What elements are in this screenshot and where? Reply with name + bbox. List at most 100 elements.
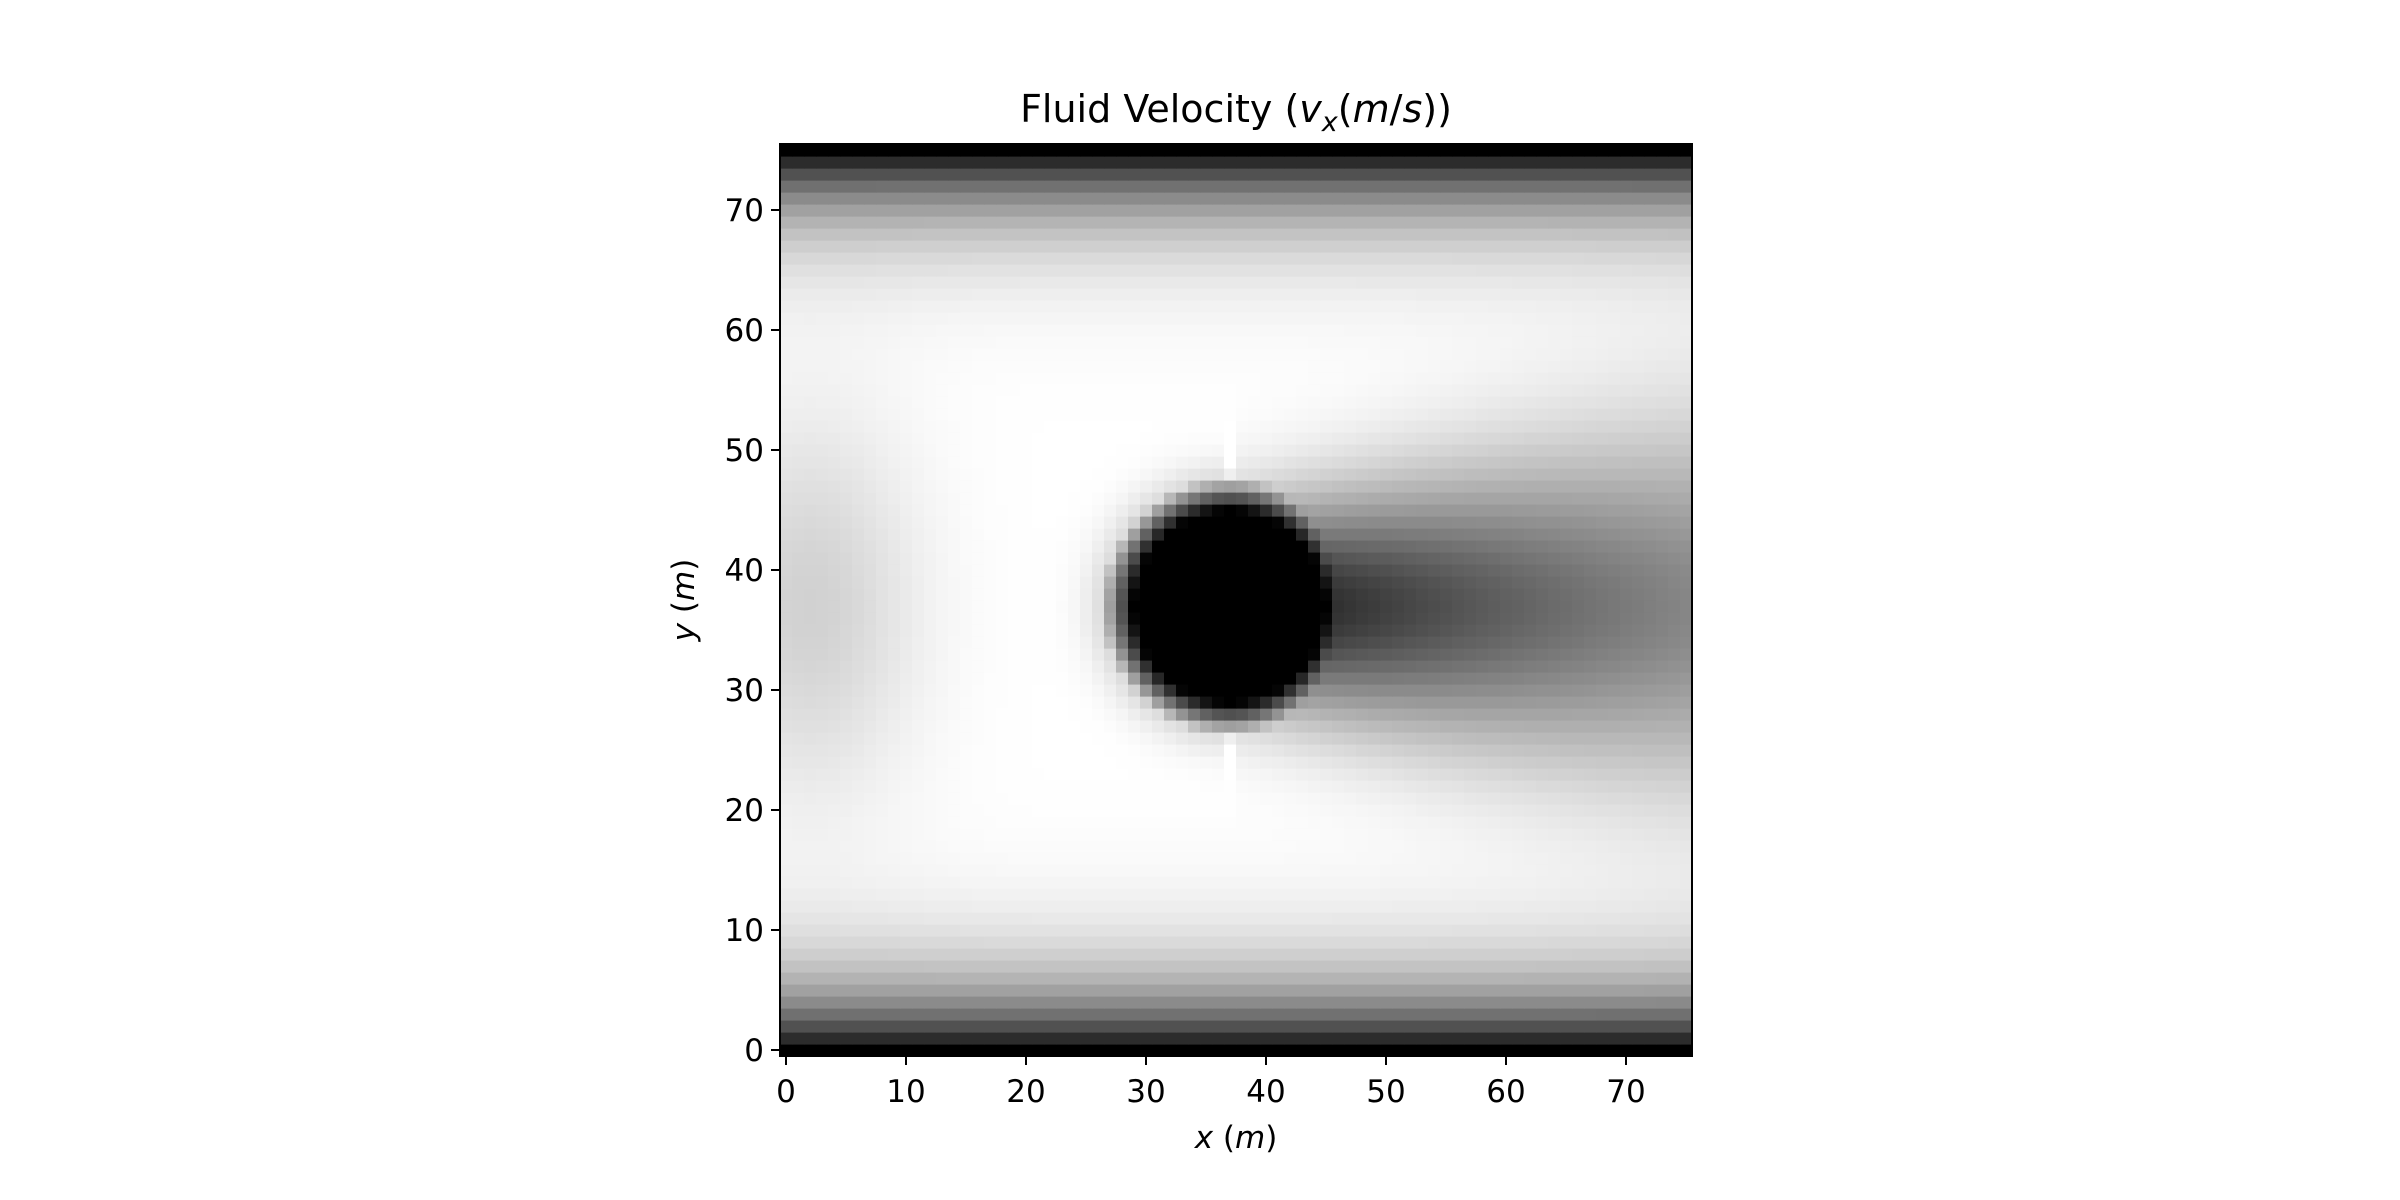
- heatmap-cell: [1320, 552, 1333, 565]
- heatmap-cell: [1644, 516, 1657, 529]
- heatmap-cell: [1068, 912, 1081, 925]
- heatmap-cell: [1548, 948, 1561, 961]
- heatmap-cell: [1656, 576, 1669, 589]
- heatmap-cell: [1152, 1008, 1165, 1021]
- heatmap-cell: [1380, 672, 1393, 685]
- heatmap-cell: [1572, 348, 1585, 361]
- heatmap-cell: [1680, 408, 1693, 421]
- heatmap-cell: [840, 948, 853, 961]
- heatmap-cell: [948, 960, 961, 973]
- heatmap-cell: [1560, 444, 1573, 457]
- heatmap-cell: [1356, 864, 1369, 877]
- heatmap-cell: [1008, 996, 1021, 1009]
- heatmap-cell: [900, 456, 913, 469]
- heatmap-cell: [816, 864, 829, 877]
- heatmap-cell: [1368, 924, 1381, 937]
- heatmap-cell: [972, 924, 985, 937]
- heatmap-cell: [1056, 648, 1069, 661]
- heatmap-cell: [840, 564, 853, 577]
- heatmap-cell: [1236, 396, 1249, 409]
- heatmap-cell: [1128, 300, 1141, 313]
- heatmap-cell: [1224, 888, 1237, 901]
- heatmap-cell: [1248, 708, 1261, 721]
- heatmap-cell: [1188, 552, 1201, 565]
- heatmap-cell: [1284, 924, 1297, 937]
- heatmap-cell: [1488, 564, 1501, 577]
- heatmap-cell: [780, 288, 793, 301]
- heatmap-cell: [972, 696, 985, 709]
- heatmap-cell: [1296, 300, 1309, 313]
- heatmap-cell: [960, 840, 973, 853]
- heatmap-cell: [1200, 672, 1213, 685]
- heatmap-cell: [1452, 948, 1465, 961]
- heatmap-cell: [1284, 600, 1297, 613]
- heatmap-cell: [1296, 528, 1309, 541]
- heatmap-cell: [984, 456, 997, 469]
- heatmap-cell: [1404, 432, 1417, 445]
- heatmap-cell: [816, 480, 829, 493]
- heatmap-cell: [1464, 1044, 1477, 1057]
- heatmap-cell: [972, 516, 985, 529]
- heatmap-cell: [1548, 444, 1561, 457]
- heatmap-cell: [948, 372, 961, 385]
- heatmap-cell: [1176, 720, 1189, 733]
- heatmap-cell: [1188, 636, 1201, 649]
- heatmap-cell: [924, 792, 937, 805]
- heatmap-cell: [1476, 996, 1489, 1009]
- heatmap-cell: [1044, 408, 1057, 421]
- heatmap-cell: [1512, 540, 1525, 553]
- heatmap-cell: [1080, 468, 1093, 481]
- heatmap-cell: [1668, 336, 1681, 349]
- heatmap-cell: [1200, 876, 1213, 889]
- heatmap-cell: [1008, 360, 1021, 373]
- heatmap-cell: [1356, 588, 1369, 601]
- heatmap-cell: [900, 624, 913, 637]
- heatmap-cell: [1584, 276, 1597, 289]
- heatmap-cell: [1680, 312, 1693, 325]
- heatmap-cell: [816, 456, 829, 469]
- heatmap-cell: [1512, 1020, 1525, 1033]
- heatmap-cell: [1680, 684, 1693, 697]
- heatmap-cell: [816, 924, 829, 937]
- heatmap-cell: [1428, 600, 1441, 613]
- heatmap-cell: [1188, 756, 1201, 769]
- heatmap-cell: [1308, 360, 1321, 373]
- heatmap-cell: [876, 1044, 889, 1057]
- heatmap-cell: [1296, 744, 1309, 757]
- heatmap-cell: [1056, 468, 1069, 481]
- heatmap-cell: [1608, 912, 1621, 925]
- heatmap-cell: [1524, 456, 1537, 469]
- heatmap-cell: [1488, 864, 1501, 877]
- heatmap-cell: [1476, 960, 1489, 973]
- heatmap-cell: [1452, 396, 1465, 409]
- heatmap-cell: [1164, 276, 1177, 289]
- heatmap-cell: [1644, 444, 1657, 457]
- heatmap-cell: [900, 468, 913, 481]
- heatmap-cell: [1644, 1032, 1657, 1045]
- heatmap-cell: [1116, 876, 1129, 889]
- heatmap-cell: [1464, 348, 1477, 361]
- heatmap-cell: [1116, 504, 1129, 517]
- heatmap-cell: [1284, 780, 1297, 793]
- heatmap-cell: [852, 876, 865, 889]
- heatmap-cell: [1212, 792, 1225, 805]
- heatmap-cell: [1260, 648, 1273, 661]
- heatmap-cell: [1644, 312, 1657, 325]
- heatmap-cell: [960, 516, 973, 529]
- heatmap-cell: [840, 1008, 853, 1021]
- heatmap-cell: [804, 420, 817, 433]
- heatmap-cell: [1260, 948, 1273, 961]
- heatmap-cell: [996, 408, 1009, 421]
- heatmap-cell: [1020, 492, 1033, 505]
- heatmap-cell: [996, 684, 1009, 697]
- heatmap-cell: [1008, 468, 1021, 481]
- heatmap-cell: [1524, 672, 1537, 685]
- heatmap-cell: [1296, 780, 1309, 793]
- heatmap-cell: [1164, 384, 1177, 397]
- heatmap-cell: [888, 264, 901, 277]
- heatmap-cell: [1104, 612, 1117, 625]
- heatmap-cell: [1164, 876, 1177, 889]
- heatmap-cell: [1392, 1044, 1405, 1057]
- heatmap-cell: [1116, 360, 1129, 373]
- heatmap-cell: [960, 780, 973, 793]
